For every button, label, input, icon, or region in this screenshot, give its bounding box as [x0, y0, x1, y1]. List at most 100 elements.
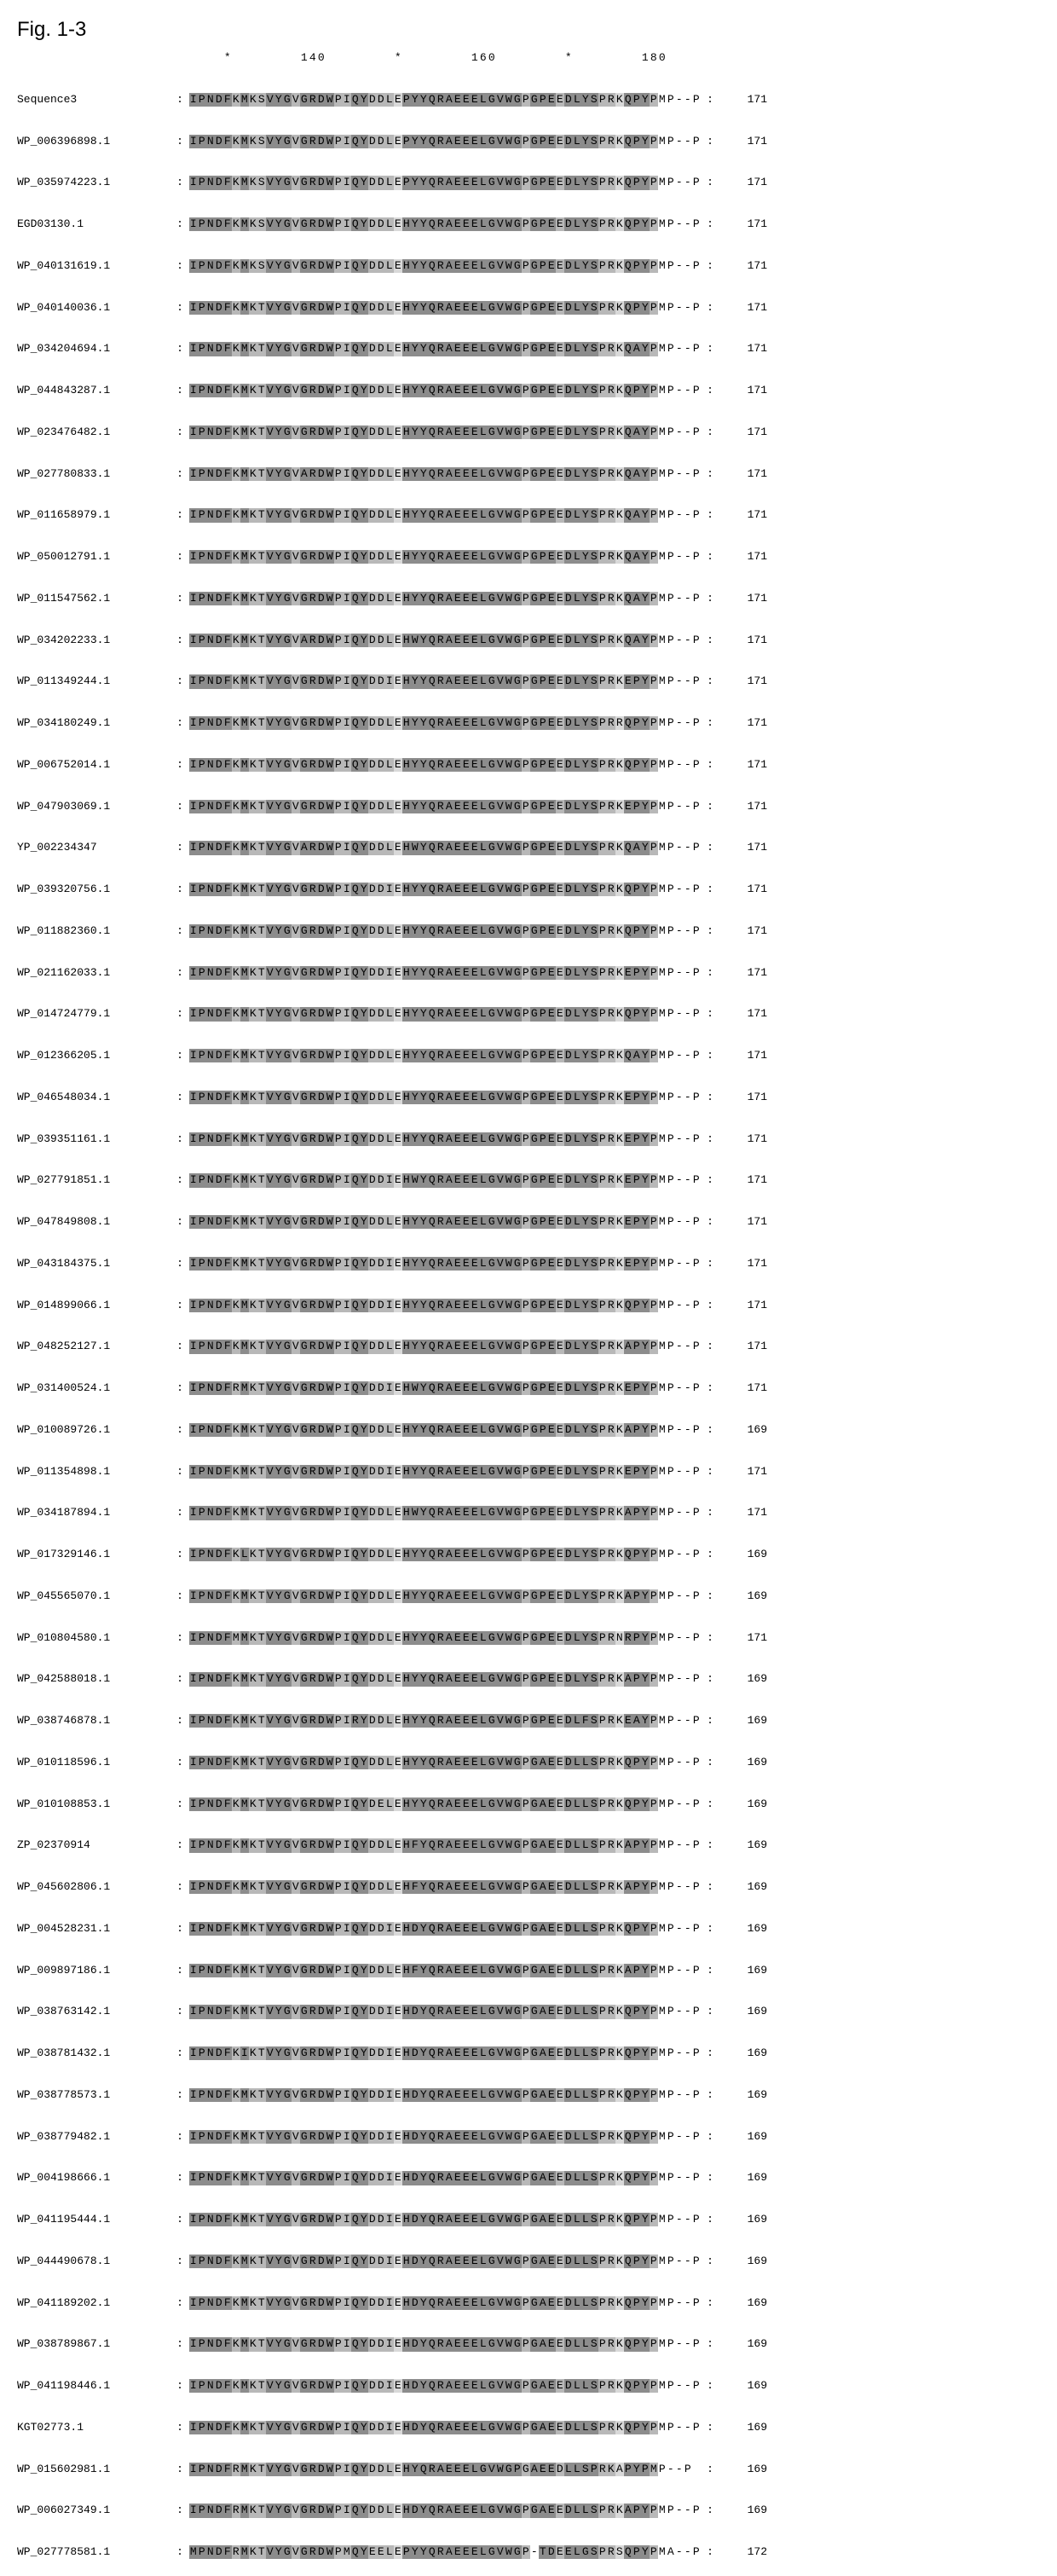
- column-separator: :: [170, 1548, 189, 1561]
- column-separator: :: [701, 883, 719, 896]
- residue-cell: R: [436, 1132, 445, 1146]
- column-separator: :: [701, 716, 719, 730]
- residue-cell: W: [505, 800, 513, 813]
- residue-cell: L: [385, 176, 394, 189]
- residue-cell: P: [198, 2213, 206, 2226]
- residue-cell: L: [573, 1423, 581, 1437]
- residue-cell: -: [684, 2213, 692, 2226]
- residue-cell: P: [539, 1007, 547, 1021]
- residue-cell: M: [658, 467, 667, 481]
- residue-cell: K: [232, 1756, 240, 1769]
- residue-cell: S: [590, 1631, 598, 1645]
- residue-cell: G: [488, 2421, 496, 2434]
- residue-cell: E: [556, 2005, 564, 2018]
- residue-cell: W: [326, 2296, 334, 2310]
- residue-cell: Y: [581, 1381, 590, 1395]
- residue-cell: Q: [351, 1340, 360, 1353]
- residue-cell: G: [513, 2046, 522, 2060]
- residue-cell: S: [590, 467, 598, 481]
- residue-cell: Y: [641, 1257, 650, 1271]
- residue-cell: M: [240, 1589, 249, 1603]
- residue-cell: R: [436, 1756, 445, 1769]
- residue-cell: R: [607, 1007, 615, 1021]
- residue-cell: R: [309, 217, 317, 231]
- residue-cell: E: [394, 1922, 402, 1936]
- residue-cell: Y: [274, 2504, 283, 2517]
- residue-cell: R: [309, 384, 317, 397]
- residue-cell: P: [539, 1631, 547, 1645]
- residue-cell: P: [692, 2545, 701, 2559]
- residue-cell: G: [488, 342, 496, 356]
- residue-cell: R: [436, 2296, 445, 2310]
- residue-cell: I: [343, 634, 351, 647]
- residue-cell: T: [257, 883, 266, 896]
- residue-cell: E: [462, 1173, 471, 1187]
- residue-cell: E: [471, 1964, 479, 1977]
- residue-cell: G: [283, 1007, 292, 1021]
- residue-cell: P: [692, 1381, 701, 1395]
- residue-cell: P: [667, 2130, 675, 2144]
- residue-cell: K: [615, 2130, 624, 2144]
- residue-cell: E: [394, 1091, 402, 1104]
- residue-cell: P: [632, 2379, 641, 2393]
- residue-cell: A: [445, 1215, 453, 1229]
- column-separator: :: [701, 1548, 719, 1561]
- residue-cell: Y: [581, 467, 590, 481]
- ruler-cell: [419, 51, 428, 65]
- residue-cell: E: [462, 1880, 471, 1894]
- residue-cell: K: [232, 1299, 240, 1312]
- residue-cell: G: [513, 841, 522, 854]
- residue-cell: L: [573, 1465, 581, 1479]
- residue-cell: Q: [351, 2504, 360, 2517]
- column-separator: :: [170, 1173, 189, 1187]
- residue-cell: K: [232, 301, 240, 315]
- residue-cell: K: [615, 1548, 624, 1561]
- residue-cell: V: [496, 1589, 505, 1603]
- residue-cell: P: [667, 1257, 675, 1271]
- residue-cell: N: [206, 301, 215, 315]
- residue-cell: P: [650, 342, 658, 356]
- residue-cell: K: [615, 384, 624, 397]
- residue-cell: G: [283, 1756, 292, 1769]
- alignment-row: WP_038746878.1 : IPNDFKMKTVYGVGRDWPIRYDD…: [17, 1714, 767, 1728]
- residue-cell: K: [615, 2296, 624, 2310]
- residue-cell: Y: [419, 93, 428, 107]
- residue-cell: R: [436, 800, 445, 813]
- end-position: 171: [719, 800, 767, 813]
- column-separator: :: [170, 2088, 189, 2102]
- residue-cell: R: [607, 592, 615, 605]
- residue-cell: M: [658, 1423, 667, 1437]
- residue-cell: -: [684, 1506, 692, 1520]
- residue-cell: N: [206, 2088, 215, 2102]
- residue-cell: P: [667, 758, 675, 772]
- residue-cell: T: [257, 1756, 266, 1769]
- residue-cell: S: [590, 2421, 598, 2434]
- residue-cell: M: [240, 592, 249, 605]
- residue-cell: V: [496, 1838, 505, 1852]
- residue-cell: D: [368, 1756, 377, 1769]
- residue-cell: V: [266, 2171, 274, 2185]
- residue-cell: D: [377, 384, 385, 397]
- residue-cell: E: [547, 2379, 556, 2393]
- residue-cell: V: [496, 1880, 505, 1894]
- residue-cell: Y: [419, 2545, 428, 2559]
- residue-cell: E: [453, 1465, 462, 1479]
- residue-cell: E: [394, 1381, 402, 1395]
- residue-cell: G: [488, 259, 496, 273]
- residue-cell: K: [232, 2046, 240, 2060]
- residue-cell: A: [445, 2255, 453, 2268]
- residue-cell: G: [300, 2379, 309, 2393]
- ruler-cell: [232, 51, 240, 65]
- residue-cell: Y: [581, 259, 590, 273]
- column-separator: :: [170, 883, 189, 896]
- ruler-cell: [257, 51, 266, 65]
- ruler-cell: [428, 51, 436, 65]
- residue-cell: Y: [360, 2005, 368, 2018]
- residue-cell: Y: [419, 1049, 428, 1062]
- residue-cell: D: [368, 2171, 377, 2185]
- residue-cell: V: [496, 135, 505, 148]
- residue-cell: E: [471, 301, 479, 315]
- residue-cell: E: [453, 1880, 462, 1894]
- residue-cell: Y: [274, 966, 283, 980]
- residue-cell: E: [556, 508, 564, 522]
